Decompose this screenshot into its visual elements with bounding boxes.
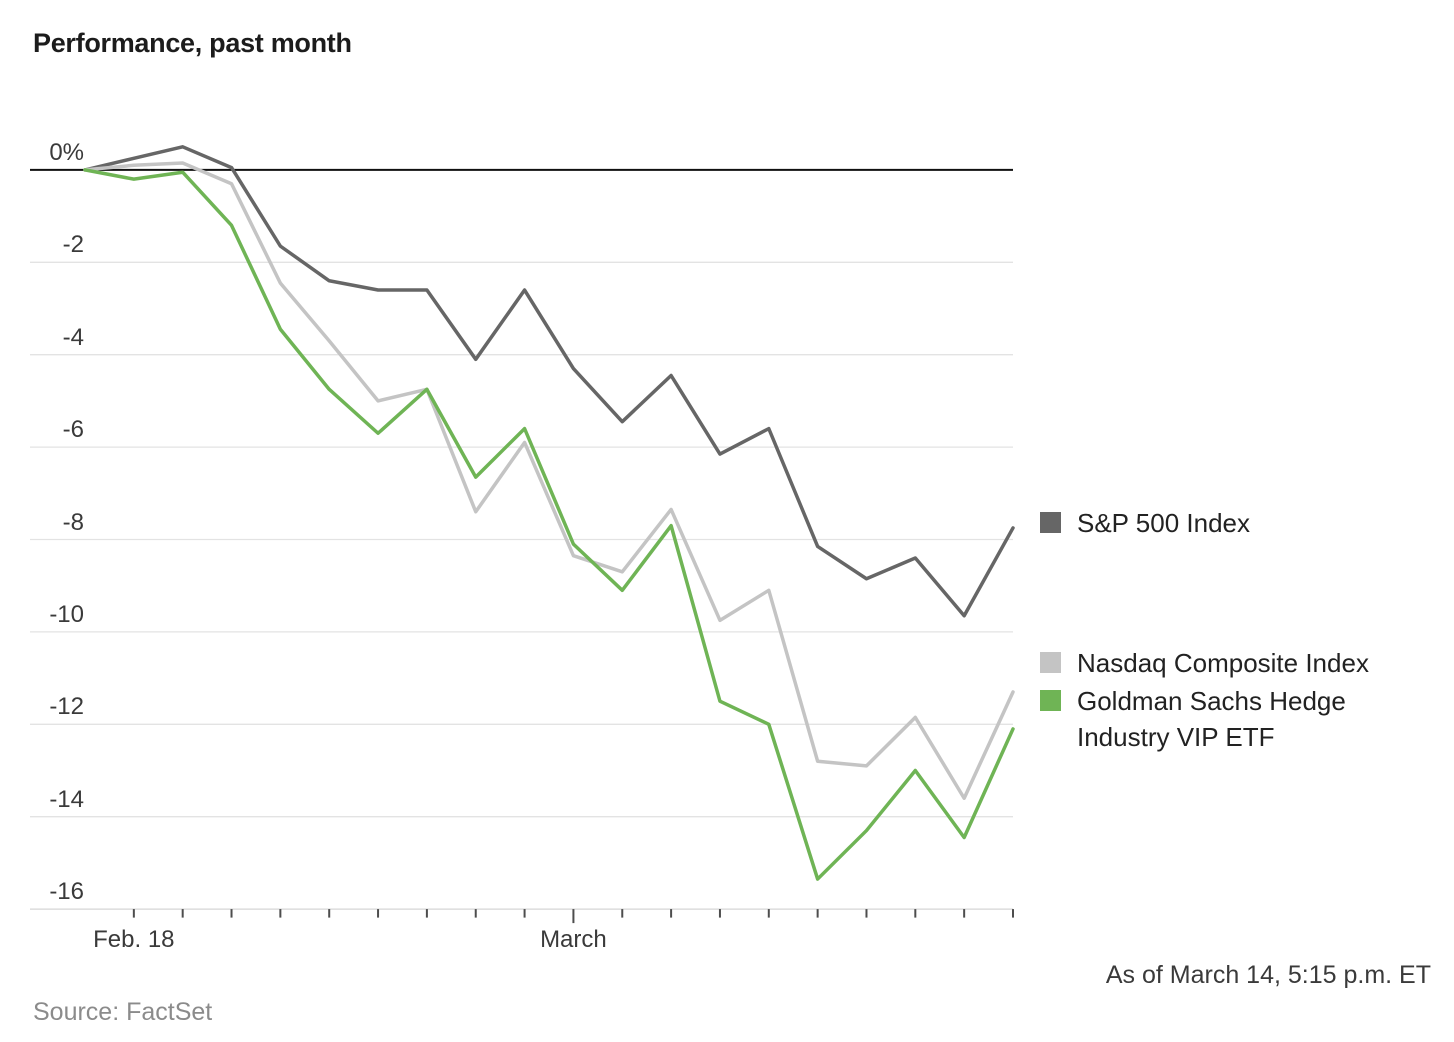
legend-item-vip-etf: Goldman Sachs Hedge Industry VIP ETF bbox=[1040, 683, 1413, 755]
legend-label-vip-etf: Goldman Sachs Hedge Industry VIP ETF bbox=[1077, 686, 1346, 752]
source-note: Source: FactSet bbox=[33, 998, 213, 1026]
page-title: Performance, past month bbox=[33, 28, 352, 58]
series-s-p-500-index bbox=[83, 145, 1015, 618]
legend-label-nasdaq: Nasdaq Composite Index bbox=[1077, 648, 1369, 678]
legend-item-sp500: S&P 500 Index bbox=[1040, 505, 1250, 541]
x-axis-label: Feb. 18 bbox=[93, 926, 175, 953]
series-goldman-sachs-hedge-industry-vip-etf bbox=[83, 168, 1015, 881]
legend-item-nasdaq: Nasdaq Composite Index bbox=[1040, 645, 1369, 681]
as-of-note: As of March 14, 5:15 p.m. ET bbox=[1105, 961, 1431, 989]
x-axis-label: March bbox=[540, 926, 607, 953]
y-axis-label: -14 bbox=[49, 785, 84, 813]
y-axis-label: -6 bbox=[62, 416, 84, 444]
y-axis-label: -4 bbox=[62, 323, 84, 351]
y-axis-label: -16 bbox=[49, 878, 84, 906]
legend-swatch-nasdaq bbox=[1040, 652, 1061, 673]
y-axis-label: -12 bbox=[49, 693, 84, 721]
legend-label-sp500: S&P 500 Index bbox=[1077, 508, 1250, 538]
y-axis-label: 0% bbox=[49, 138, 84, 166]
legend-swatch-vip-etf bbox=[1040, 690, 1061, 711]
y-axis-label: -10 bbox=[49, 600, 84, 628]
series-nasdaq-composite-index bbox=[83, 161, 1015, 800]
y-axis-label: -2 bbox=[62, 231, 84, 259]
legend-swatch-sp500 bbox=[1040, 512, 1061, 533]
y-axis-label: -8 bbox=[62, 508, 84, 536]
